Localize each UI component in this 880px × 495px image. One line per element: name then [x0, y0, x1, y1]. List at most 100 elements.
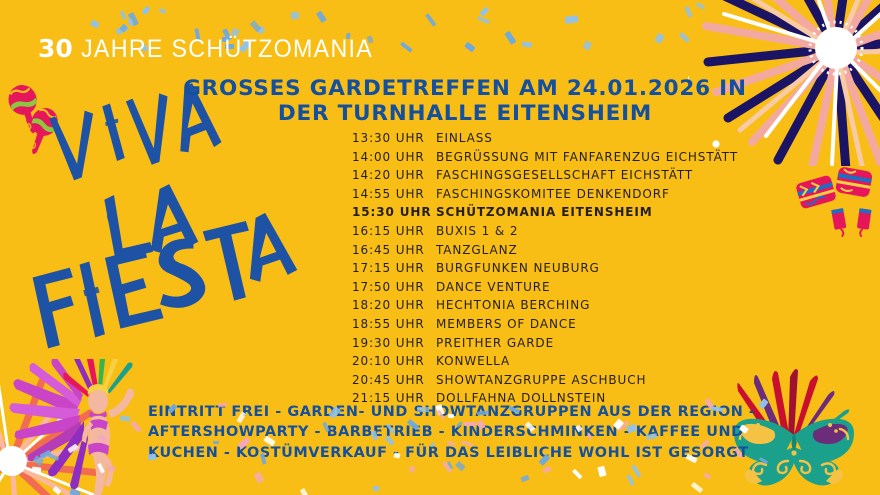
- confetti-piece: [32, 455, 44, 466]
- confetti-piece: [758, 456, 768, 465]
- schedule-act: SHOWTANZGRUPPE ASCHBUCH: [436, 372, 647, 387]
- anniversary-number: 30: [38, 34, 73, 63]
- confetti-piece: [290, 11, 300, 20]
- confetti-piece: [372, 485, 379, 492]
- schedule-row: 14:00 UHR BEGRÜSSUNG MIT FANFARENZUG EICH…: [352, 150, 738, 169]
- schedule-row: 17:50 UHR DANCE VENTURE: [352, 280, 738, 299]
- schedule-row: 18:20 UHR HECHTONIA BERCHING: [352, 298, 738, 317]
- confetti-piece: [631, 464, 642, 478]
- confetti-piece: [757, 398, 768, 409]
- schedule-row: 16:45 UHR TANZGLANZ: [352, 243, 738, 262]
- confetti-piece: [39, 449, 52, 459]
- confetti-piece: [653, 32, 665, 44]
- confetti-piece: [97, 463, 106, 474]
- confetti-piece: [249, 20, 262, 33]
- anniversary-label: JAHRE SCHÜTZOMANIA: [80, 35, 374, 63]
- schedule-act: PREITHER GARDE: [436, 335, 555, 350]
- anniversary-brand-line: 30 JAHRE SCHÜTZOMANIA: [38, 36, 395, 62]
- footer-line-2: AFTERSHOWPARTY - BARBETRIEB - KINDERSCHM…: [148, 424, 744, 441]
- schedule-list: 13:30 UHR EINLASS 14:00 UHR BEGRÜSSUNG MIT …: [352, 131, 738, 410]
- headline-line-2: DER TURNHALLE EITENSHEIM: [277, 101, 653, 127]
- schedule-time: 14:55 UHR: [352, 186, 425, 201]
- confetti-piece: [408, 465, 416, 473]
- confetti-piece: [67, 444, 79, 454]
- schedule-act: FASCHINGSKOMITEE DENKENDORF: [436, 186, 670, 201]
- schedule-act: KONWELLA: [436, 354, 511, 369]
- confetti-piece: [564, 14, 579, 23]
- schedule-act: MEMBERS OF DANCE: [436, 316, 577, 331]
- confetti-piece: [119, 414, 131, 422]
- schedule-row: 14:20 UHR FASCHINGSGESELLSCHAFT EICHSTÄTT: [352, 168, 738, 187]
- confetti-piece: [582, 39, 592, 50]
- confetti-piece: [47, 452, 60, 462]
- confetti-piece: [90, 19, 100, 29]
- headline-line-1: GROSSES GARDETREFFEN AM 24.01.2026 IN: [183, 76, 747, 101]
- confetti-piece: [300, 487, 309, 495]
- confetti-piece: [315, 10, 327, 23]
- confetti-piece: [683, 5, 693, 18]
- schedule-time: 20:10 UHR: [352, 354, 425, 369]
- confetti-piece: [476, 15, 490, 25]
- confetti-piece: [504, 31, 517, 46]
- confetti-piece: [115, 24, 129, 36]
- schedule-act: BEGRÜSSUNG MIT FANFARENZUG EICHSTÄTT: [436, 149, 739, 164]
- schedule-time: 16:15 UHR: [352, 223, 425, 238]
- schedule-row: 20:45 UHR SHOWTANZGRUPPE ASCHBUCH: [352, 373, 738, 392]
- confetti-piece: [130, 420, 142, 433]
- schedule-row: 21:15 UHR DOLLFAHNA DOLLNSTEIN: [352, 391, 738, 410]
- schedule-time: 17:50 UHR: [352, 279, 425, 294]
- schedule-row: 20:10 UHR KONWELLA: [352, 354, 738, 373]
- confetti-piece: [31, 465, 42, 474]
- confetti-piece: [425, 13, 437, 27]
- schedule-row: 18:55 UHR MEMBERS OF DANCE: [352, 317, 738, 336]
- confetti-piece: [119, 10, 127, 20]
- confetti-piece: [118, 23, 128, 33]
- schedule-row: 17:15 UHR BURGFUNKEN NEUBURG: [352, 261, 738, 280]
- confetti-piece: [521, 41, 533, 48]
- schedule-time: 15:30 UHR: [352, 205, 432, 220]
- confetti-piece: [96, 433, 109, 445]
- firework-burst-bottom-left-icon: [0, 373, 105, 495]
- schedule-act: DOLLFAHNA DOLLNSTEIN: [436, 391, 607, 406]
- confetti-piece: [107, 465, 116, 472]
- confetti-piece: [690, 481, 703, 493]
- schedule-time: 17:15 UHR: [352, 261, 425, 276]
- schedule-time: 18:20 UHR: [352, 298, 425, 313]
- confetti-piece: [69, 488, 82, 495]
- schedule-time: 14:20 UHR: [352, 168, 425, 183]
- schedule-act: FASCHINGSGESELLSCHAFT EICHSTÄTT: [436, 168, 694, 183]
- confetti-piece: [127, 18, 134, 26]
- confetti-piece: [399, 41, 413, 52]
- schedule-row: 16:15 UHR BUXIS 1 & 2: [352, 224, 738, 243]
- firecrackers-icon: [794, 166, 880, 238]
- samba-dancer-icon: [8, 349, 144, 495]
- schedule-time: 18:55 UHR: [352, 316, 425, 331]
- schedule-time: 21:15 UHR: [352, 391, 425, 406]
- confetti-piece: [572, 468, 583, 479]
- viva-la-fiesta-lettering: VIVA: [14, 83, 304, 354]
- schedule-act: SCHÜTZOMANIA EITENSHEIM: [436, 205, 653, 220]
- confetti-piece: [256, 24, 266, 35]
- schedule-row: 14:55 UHR FASCHINGSKOMITEE DENKENDORF: [352, 187, 738, 206]
- schedule-row: 15:30 UHR SCHÜTZOMANIA EITENSHEIM: [352, 205, 738, 224]
- confetti-piece: [542, 466, 552, 474]
- confetti-piece: [127, 11, 139, 26]
- schedule-act: BURGFUNKEN NEUBURG: [436, 261, 600, 276]
- confetti-piece: [463, 41, 476, 53]
- confetti-piece: [520, 474, 530, 482]
- schedule-row: 13:30 UHR EINLASS: [352, 131, 738, 150]
- confetti-piece: [703, 472, 711, 480]
- confetti-piece: [253, 471, 265, 484]
- schedule-time: 16:45 UHR: [352, 242, 425, 257]
- schedule-time: 14:00 UHR: [352, 149, 425, 164]
- footer-line-1: EINTRITT FREI - GARDEN- UND SHOWTANZGRUP…: [148, 404, 756, 420]
- schedule-time: 13:30 UHR: [352, 131, 425, 145]
- confetti-piece: [52, 486, 62, 495]
- schedule-time: 20:45 UHR: [352, 372, 425, 387]
- schedule-time: 19:30 UHR: [352, 335, 425, 350]
- schedule-act: BUXIS 1 & 2: [436, 223, 519, 238]
- event-info-footer: EINTRITT FREI - GARDEN- UND SHOWTANZGRUP…: [148, 402, 756, 463]
- confetti-piece: [141, 5, 151, 15]
- schedule-act: DANCE VENTURE: [436, 279, 551, 294]
